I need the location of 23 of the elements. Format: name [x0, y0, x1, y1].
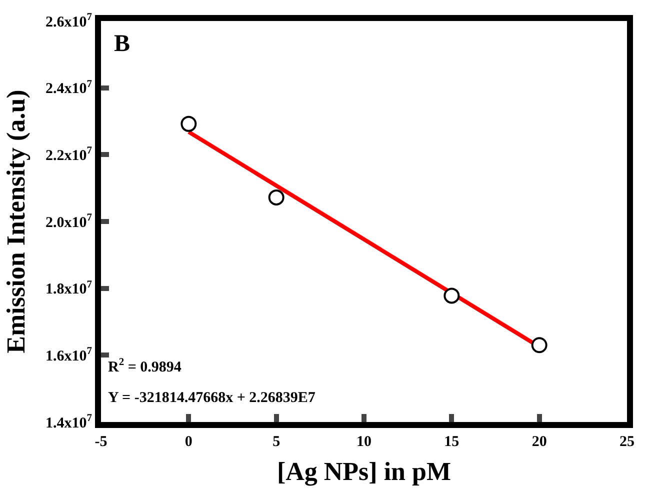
x-tick-label: 20: [532, 434, 547, 450]
point: [444, 288, 460, 304]
y-tick-label: 2.2x10$^{7}$: [46, 146, 92, 164]
x-axis-title: [Ag NPs] in pM: [276, 457, 452, 486]
y-tick-label: 1.8x10$^{7}$: [46, 279, 92, 298]
annotation: R$^{2}$ = 0.9894: [108, 357, 182, 376]
x-tick-label: 10: [356, 434, 372, 450]
x-tick-label: 15: [444, 434, 460, 450]
x-tick-label: -5: [94, 434, 108, 450]
y-tick-label: 2.6x10$^{7}$: [46, 12, 92, 30]
annotation: B: [114, 31, 130, 57]
y-axis-title: Emission Intensity (a.u): [1, 90, 30, 354]
y-tick-label: 1.4x10$^{7}$: [46, 412, 92, 432]
x-tick-label: 25: [620, 434, 634, 450]
x-tick-label: 0: [184, 434, 192, 450]
y-tick-label: 1.6x10$^{7}$: [46, 346, 92, 364]
point: [268, 189, 284, 206]
point: [531, 337, 548, 354]
y-tick-label: 2.0x10$^{7}$: [46, 212, 92, 231]
y-tick-label: 2.4x10$^{7}$: [46, 78, 92, 98]
x-tick-label: 5: [272, 434, 280, 450]
point: [180, 116, 197, 132]
annotation: Y = -321814.47668x + 2.26839E7: [108, 390, 316, 406]
